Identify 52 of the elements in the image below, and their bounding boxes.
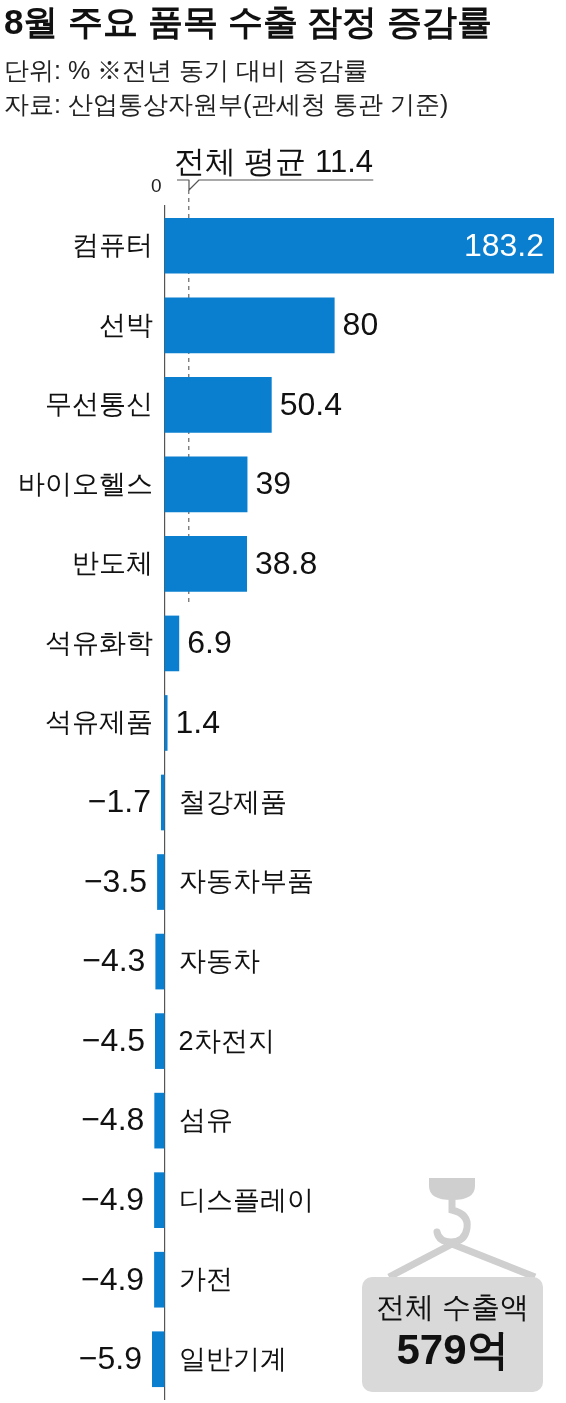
chart-subtitle: 단위: % ※전년 동기 대비 증감률 — [4, 55, 368, 86]
bar — [164, 615, 180, 672]
bar — [152, 1331, 165, 1388]
text: 자료: 산업통상자원부(관세청 통관 기준) — [4, 89, 449, 120]
y-tick-label: 반도체 — [71, 548, 153, 579]
data-label: −4.9 — [80, 1180, 145, 1217]
bar — [164, 536, 248, 592]
data-label: −4.9 — [80, 1260, 145, 1297]
text: 0 — [150, 175, 162, 196]
bar — [164, 377, 272, 433]
y-tick-label: 일반기계 — [178, 1343, 287, 1374]
data-label: 39 — [255, 465, 292, 502]
bar — [164, 297, 335, 354]
y-tick-label: 자동차 — [178, 946, 260, 977]
bar — [160, 774, 165, 831]
bar — [154, 1092, 165, 1149]
y-tick-label: 석유화학 — [44, 627, 153, 658]
data-label: −3.5 — [83, 862, 148, 899]
data-label: −1.7 — [87, 783, 151, 820]
y-tick-label: 가전 — [178, 1264, 233, 1295]
data-label: −4.3 — [82, 942, 146, 979]
y-tick-label: 철강제품 — [178, 786, 287, 817]
data-label: 183.2 — [463, 226, 544, 263]
data-label: 80 — [342, 306, 379, 343]
bar — [154, 1172, 165, 1228]
bar — [157, 854, 165, 910]
data-label: −4.5 — [81, 1021, 145, 1058]
data-label: −4.8 — [81, 1101, 145, 1138]
bar — [154, 1013, 165, 1069]
y-tick-label: 선박 — [98, 309, 153, 340]
bar — [164, 217, 554, 274]
data-label: −5.9 — [78, 1340, 142, 1377]
data-label: 1.4 — [175, 703, 220, 740]
ref-line-label: 전체 평균 11.4 — [173, 144, 374, 179]
bar — [164, 695, 168, 751]
data-label: 38.8 — [255, 544, 318, 581]
chart-title: 8월 주요 품목 수출 잠정 증감률 — [4, 1, 493, 43]
data-label: 6.9 — [187, 624, 232, 661]
y-tick-label: 자동차부품 — [178, 866, 314, 897]
y-tick-label: 무선통신 — [44, 389, 153, 420]
annotation: 전체 수출액 — [374, 1290, 531, 1325]
annotation: 579억 — [395, 1325, 510, 1375]
y-tick-label: 섬유 — [178, 1105, 233, 1136]
y-tick-label: 석유제품 — [44, 707, 153, 738]
data-label: 50.4 — [279, 385, 342, 422]
y-tick-label: 바이오헬스 — [17, 468, 153, 499]
bar — [164, 456, 248, 513]
bar — [154, 1251, 165, 1308]
y-tick-label: 컴퓨터 — [71, 230, 153, 261]
y-tick-label: 2차전지 — [178, 1025, 275, 1056]
bar — [155, 933, 165, 990]
y-tick-label: 디스플레이 — [178, 1184, 314, 1215]
